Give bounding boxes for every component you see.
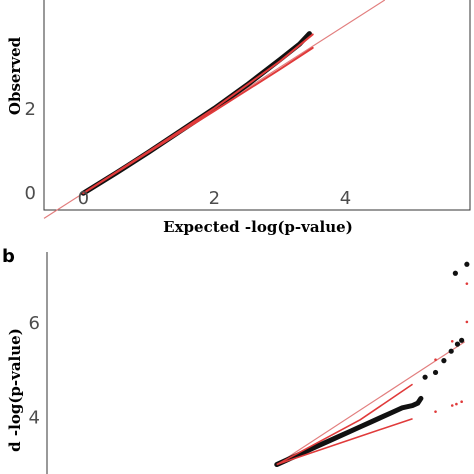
panel-b-y-axis-title: d -log(p-value)	[6, 328, 24, 452]
panel-a-y-tick-label: 2	[25, 99, 36, 120]
panel-a-x-tick-label: 2	[209, 188, 220, 209]
panel-b-y-tick-label: 6	[29, 313, 40, 334]
panel-b-observed-point	[432, 369, 439, 376]
panel-a-confidence-lower-series	[82, 46, 314, 195]
panel-b-label: b	[2, 246, 15, 267]
panel-b-observed-point	[448, 348, 454, 354]
panel-a-y-tick-label: 0	[25, 183, 36, 204]
panel-b-y-tick-label: 4	[29, 407, 40, 428]
panel-b: b 46 d -log(p-value)	[2, 246, 470, 474]
panel-a-x-tick-label: 0	[78, 188, 89, 209]
panel-a-x-axis-title: Expected -log(p-value)	[163, 218, 353, 236]
panel-b-confidence-upper-point	[450, 339, 454, 343]
panel-b-confidence-lower-point	[450, 404, 454, 407]
panel-a: 0 2 4 0 2 Expected -log(p-value) Observed	[6, 0, 471, 236]
panel-b-observed-trunk	[274, 395, 424, 468]
panel-b-observed-point	[454, 341, 461, 347]
panel-b-confidence-lower-line	[276, 417, 413, 466]
panel-b-diagonal-line	[276, 341, 466, 466]
panel-b-observed-point	[459, 337, 465, 343]
panel-b-marks	[274, 261, 470, 468]
panel-b-confidence-upper-point	[465, 282, 469, 285]
panel-b-observed-point	[422, 374, 428, 380]
panel-a-ticks: 0 2 4 0 2	[25, 99, 352, 209]
panel-b-observed-point	[464, 261, 470, 267]
panel-a-axis-frame	[43, 0, 471, 211]
panel-b-observed-point	[441, 358, 447, 364]
panel-a-observed-series	[80, 31, 312, 196]
panel-b-confidence-upper-point	[434, 358, 437, 361]
panel-b-confidence-upper-line	[276, 383, 414, 466]
panel-a-y-axis-title: Observed	[6, 36, 24, 115]
panel-b-confidence-upper-point	[465, 320, 469, 324]
panel-b-ticks: 46	[29, 313, 40, 428]
panel-b-observed-point	[452, 270, 458, 276]
panel-b-confidence-lower-point	[455, 402, 458, 406]
panel-a-x-tick-label: 4	[340, 188, 351, 209]
panel-b-confidence-lower-point	[434, 410, 437, 413]
panel-a-marks	[80, 31, 314, 196]
panel-b-confidence-lower-point	[460, 400, 463, 404]
